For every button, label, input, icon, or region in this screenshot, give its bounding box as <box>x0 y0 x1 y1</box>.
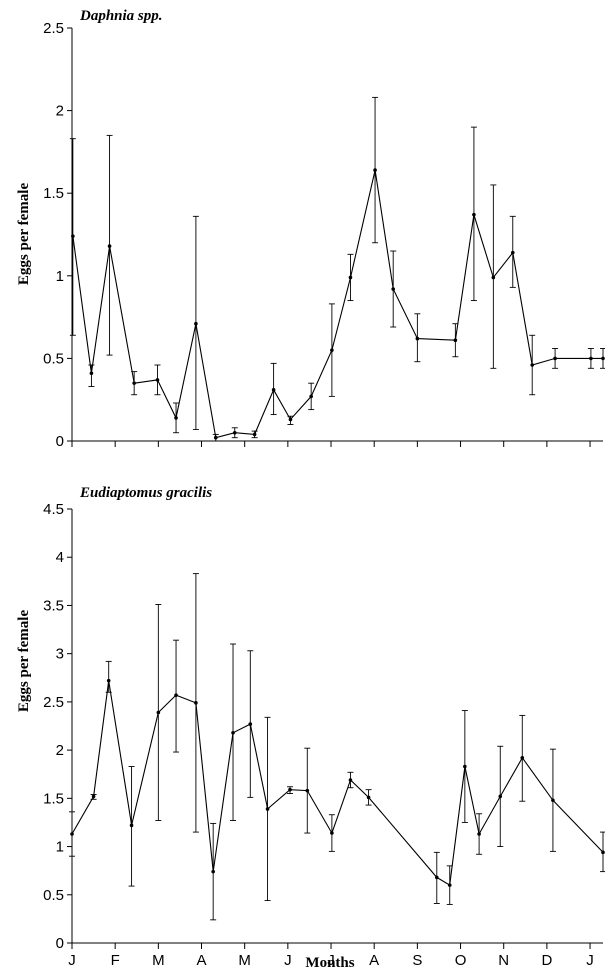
eudiaptomus-y-tick-label: 4 <box>56 549 64 566</box>
eudiaptomus-x-tick-label: J <box>586 952 594 969</box>
eudiaptomus-data-point <box>463 764 467 769</box>
daphnia-data-point <box>174 416 178 420</box>
eudiaptomus-y-tick-label: 1 <box>56 839 64 856</box>
eudiaptomus-x-tick-label: M <box>238 952 251 969</box>
daphnia-data-point <box>415 336 420 341</box>
daphnia-data-point <box>453 338 458 343</box>
eudiaptomus-data-point <box>70 832 74 836</box>
eudiaptomus-series-line <box>71 680 604 887</box>
eudiaptomus-x-tick-label: D <box>541 952 552 969</box>
x-axis-label: Months <box>305 955 354 971</box>
daphnia-data-point <box>330 348 334 352</box>
daphnia-data-point <box>553 356 557 361</box>
daphnia-y-tick-label: 2.5 <box>43 20 64 37</box>
daphnia-data-point <box>510 250 515 255</box>
eudiaptomus-x-tick-label: A <box>369 952 379 969</box>
eudiaptomus-data-point <box>551 798 555 803</box>
daphnia-data-point <box>252 432 257 437</box>
eudiaptomus-data-point <box>129 823 134 828</box>
eudiaptomus-x-tick-label: J <box>327 952 335 969</box>
eudiaptomus-data-point <box>194 701 198 705</box>
eudiaptomus-data-point <box>211 869 215 874</box>
daphnia-y-tick-label: 1 <box>56 268 64 285</box>
eudiaptomus-y-tick-label: 4.5 <box>43 501 64 518</box>
daphnia-series-line <box>72 169 603 439</box>
eudiaptomus-y-tick-label: 0 <box>56 935 64 952</box>
eudiaptomus-panel-title: Eudiaptomus gracilis <box>79 485 212 501</box>
daphnia-y-tick-label: 1.5 <box>43 185 64 202</box>
daphnia-data-point <box>89 371 94 376</box>
eudiaptomus-data-point <box>366 795 371 800</box>
eudiaptomus-panel: Eudiaptomus gracilis Eggs per female Mon… <box>16 485 605 971</box>
daphnia-y-tick-label: 0.5 <box>43 350 64 367</box>
eudiaptomus-x-tick-label: J <box>284 952 292 969</box>
eudiaptomus-y-tick-label: 1.5 <box>43 790 64 807</box>
daphnia-data-point <box>213 435 218 440</box>
daphnia-data-point <box>601 356 605 361</box>
eudiaptomus-data-point <box>520 756 525 760</box>
eudiaptomus-data-point <box>305 788 310 793</box>
eudiaptomus-data-point <box>91 794 96 799</box>
eudiaptomus-data-point <box>447 883 452 887</box>
daphnia-panel-title: Daphnia spp. <box>79 8 163 24</box>
eudiaptomus-data-point <box>156 710 161 715</box>
eudiaptomus-data-point <box>601 850 605 855</box>
eudiaptomus-data-point <box>231 730 235 735</box>
daphnia-data-point <box>491 275 496 280</box>
daphnia-data-point <box>309 394 313 399</box>
eudiaptomus-y-tick-label: 2.5 <box>43 694 64 711</box>
eudiaptomus-data-point <box>265 807 270 811</box>
eudiaptomus-data-point <box>434 875 439 880</box>
daphnia-data-point <box>107 244 112 248</box>
daphnia-data-point <box>530 363 534 367</box>
eudiaptomus-x-tick-label: O <box>455 952 467 969</box>
daphnia-panel: Daphnia spp. Eggs per female 0 0.5 1 1.5 2 2.… <box>16 8 605 450</box>
daphnia-data-point <box>348 275 353 280</box>
eudiaptomus-y-tick-label: 3 <box>56 646 64 663</box>
eudiaptomus-x-tick-label: S <box>412 952 422 969</box>
daphnia-y-tick-label: 0 <box>56 433 64 450</box>
eudiaptomus-data-point <box>106 678 111 683</box>
eudiaptomus-y-axis-label: Eggs per female <box>16 610 32 713</box>
eudiaptomus-y-tick-label: 3.5 <box>43 597 64 614</box>
daphnia-data-point <box>373 168 377 172</box>
daphnia-data-point <box>589 356 593 361</box>
daphnia-y-tick-label: 2 <box>56 103 64 120</box>
eudiaptomus-y-tick-label: 0.5 <box>43 887 64 904</box>
eudiaptomus-x-tick-label: A <box>197 952 207 969</box>
eudiaptomus-x-tick-label: J <box>68 952 76 969</box>
eudiaptomus-data-point <box>477 832 481 836</box>
eudiaptomus-data-point <box>330 831 334 835</box>
daphnia-data-point <box>71 234 75 238</box>
eudiaptomus-data-point <box>288 787 292 792</box>
eudiaptomus-data-point <box>174 693 178 697</box>
daphnia-data-point <box>155 378 160 382</box>
eudiaptomus-data-point <box>248 722 253 726</box>
daphnia-data-point <box>391 287 395 291</box>
eudiaptomus-x-tick-label: N <box>498 952 509 969</box>
daphnia-data-point <box>271 387 276 392</box>
eudiaptomus-data-point <box>498 794 503 799</box>
eudiaptomus-x-tick-label: M <box>152 952 165 969</box>
eudiaptomus-data-point <box>348 778 353 782</box>
eudiaptomus-x-tick-label: F <box>111 952 120 969</box>
eudiaptomus-y-tick-label: 2 <box>56 742 64 759</box>
daphnia-data-point <box>132 381 136 385</box>
daphnia-data-point <box>232 430 237 435</box>
daphnia-data-point <box>194 321 198 326</box>
daphnia-data-point <box>472 212 476 217</box>
daphnia-y-axis-label: Eggs per female <box>16 183 32 286</box>
daphnia-data-point <box>288 417 293 422</box>
